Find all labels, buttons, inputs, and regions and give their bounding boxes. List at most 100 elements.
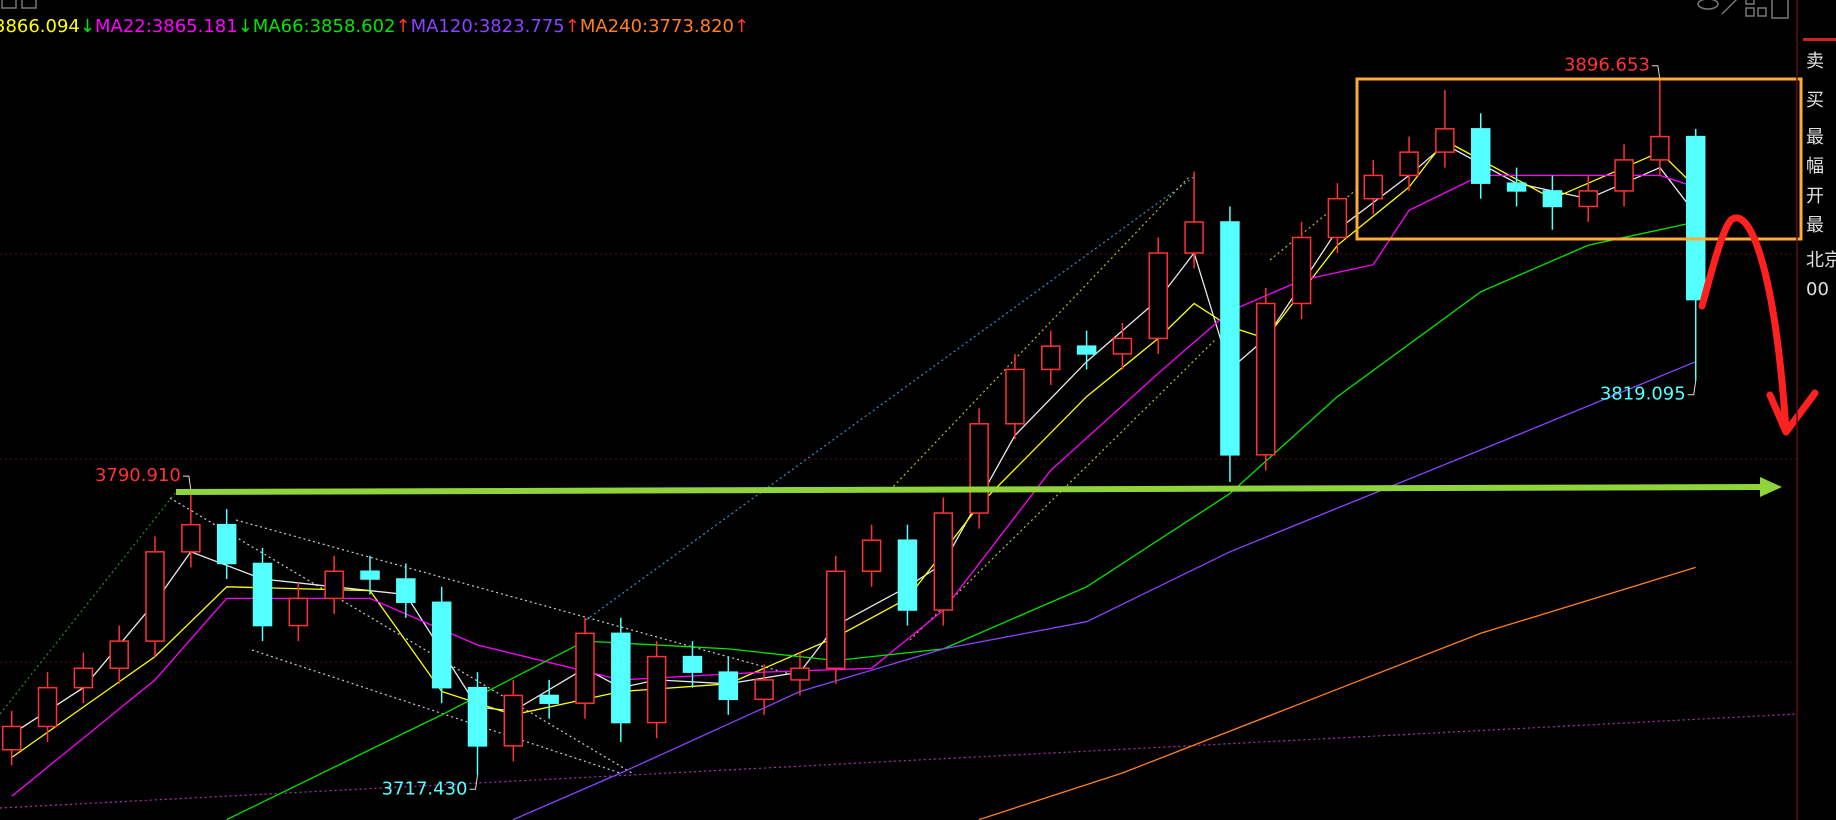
candle-body — [969, 423, 989, 514]
candle-body — [790, 667, 810, 681]
candle-body — [1685, 135, 1706, 301]
toolbar-icon[interactable] — [1745, 0, 1755, 5]
candle-body — [503, 694, 524, 747]
label-hook — [1687, 380, 1697, 396]
trend-line — [585, 175, 1196, 621]
candle-body — [754, 679, 774, 701]
candle-body — [861, 539, 882, 572]
candle-body — [216, 523, 237, 565]
side-label: 幅 — [1806, 156, 1824, 177]
candle-body — [1076, 345, 1097, 355]
trend-line — [889, 175, 1191, 491]
high-label: 3896.653 — [1564, 55, 1650, 76]
candle-body — [1112, 337, 1133, 355]
side-label: 最 — [1806, 127, 1824, 148]
candle-body — [933, 512, 954, 611]
trend-line — [1269, 189, 1357, 261]
candle-body — [1470, 128, 1491, 184]
candle-body — [1542, 190, 1563, 208]
side-label: 卖 — [1806, 51, 1824, 72]
legend-trend: ↓ — [238, 16, 253, 37]
toolbar[interactable] — [1, 0, 1789, 19]
legend-trend: ↓ — [80, 16, 95, 37]
candle-body — [718, 671, 739, 701]
legend-entry: MA66:3858.602 — [253, 16, 396, 37]
high-label: 3790.910 — [95, 465, 181, 486]
candle-body — [1650, 135, 1670, 161]
candle-body — [1399, 151, 1419, 177]
candle-body — [1614, 159, 1634, 192]
consolidation-box — [1355, 77, 1803, 241]
candle-body — [37, 686, 58, 728]
trend-line — [909, 339, 1216, 641]
legend-line: 3866.094↓MA22:3865.181↓MA66:3858.602↑MA1… — [0, 16, 749, 37]
candle-body — [826, 570, 846, 670]
low-label: 3819.095 — [1600, 384, 1686, 405]
toolbar-icon[interactable] — [1721, 0, 1738, 15]
candle-body — [1256, 302, 1276, 456]
down-arrow — [1698, 214, 1790, 434]
candle-body — [1148, 252, 1169, 340]
candle-body — [467, 686, 488, 747]
side-label: 00 — [1806, 279, 1829, 300]
candle-body — [1363, 174, 1383, 200]
candle-body — [1435, 128, 1455, 153]
low-label: 3717.430 — [382, 778, 468, 799]
candle-body — [897, 539, 918, 611]
candle-body — [181, 523, 201, 553]
candle-body — [539, 694, 559, 704]
legend-trend: ↑ — [395, 16, 410, 37]
side-label: 开 — [1806, 186, 1824, 207]
support-arrow — [175, 484, 1761, 495]
candle-body — [1, 725, 22, 751]
side-label: 最 — [1806, 215, 1824, 236]
support-arrow-head — [1760, 477, 1782, 497]
candle-body — [1578, 190, 1598, 208]
legend-entry: MA240:3773.820 — [580, 16, 734, 37]
toolbar-icon[interactable] — [1757, 7, 1767, 17]
candle-body — [1041, 345, 1061, 371]
ma-line — [226, 221, 1696, 820]
candle-body — [1005, 368, 1025, 425]
legend-entry: MA22:3865.181 — [95, 16, 238, 37]
trend-lines — [0, 175, 1798, 809]
legend-entry: 3866.094 — [0, 16, 80, 37]
toolbar-icon[interactable] — [21, 0, 37, 9]
legend-trend: ↑ — [734, 16, 749, 37]
candle-body — [1291, 236, 1312, 305]
plot-area: 3790.910 3717.430 3896.653 3819.095 — [1, 55, 1706, 820]
candle-body — [252, 562, 273, 627]
candle-body — [1506, 182, 1527, 192]
candle-body — [575, 632, 595, 704]
candle-body — [396, 578, 416, 604]
toolbar-icon[interactable] — [1697, 0, 1719, 10]
panel-marker — [1803, 38, 1836, 41]
down-arrow-head — [1766, 389, 1819, 436]
ma-line — [11, 139, 1697, 759]
ma-legend: 3866.094↓MA22:3865.181↓MA66:3858.602↑MA1… — [0, 16, 749, 37]
trend-line — [0, 491, 177, 715]
candle-body — [145, 551, 165, 642]
toolbar-icon[interactable] — [1745, 7, 1755, 17]
candle-body — [360, 570, 380, 580]
toolbar-icon[interactable] — [1, 0, 17, 9]
candle-body — [109, 640, 129, 670]
trend-line — [235, 519, 809, 680]
label-hook — [469, 775, 478, 790]
candle-body — [1220, 221, 1240, 456]
toolbar-icon[interactable] — [1771, 0, 1789, 19]
legend-entry: MA120:3823.775 — [411, 16, 565, 37]
candle-body — [1327, 197, 1348, 239]
side-label: 北京 — [1806, 250, 1836, 271]
legend-trend: ↑ — [565, 16, 580, 37]
label-hook — [1651, 65, 1661, 80]
candle-body — [682, 655, 703, 673]
candle-body — [431, 601, 452, 689]
candle-body — [646, 655, 667, 724]
side-label: 买 — [1806, 90, 1824, 111]
candle-body — [1184, 221, 1204, 254]
ma-line — [513, 361, 1696, 820]
candle-body — [324, 570, 344, 600]
candle-body — [611, 632, 631, 724]
